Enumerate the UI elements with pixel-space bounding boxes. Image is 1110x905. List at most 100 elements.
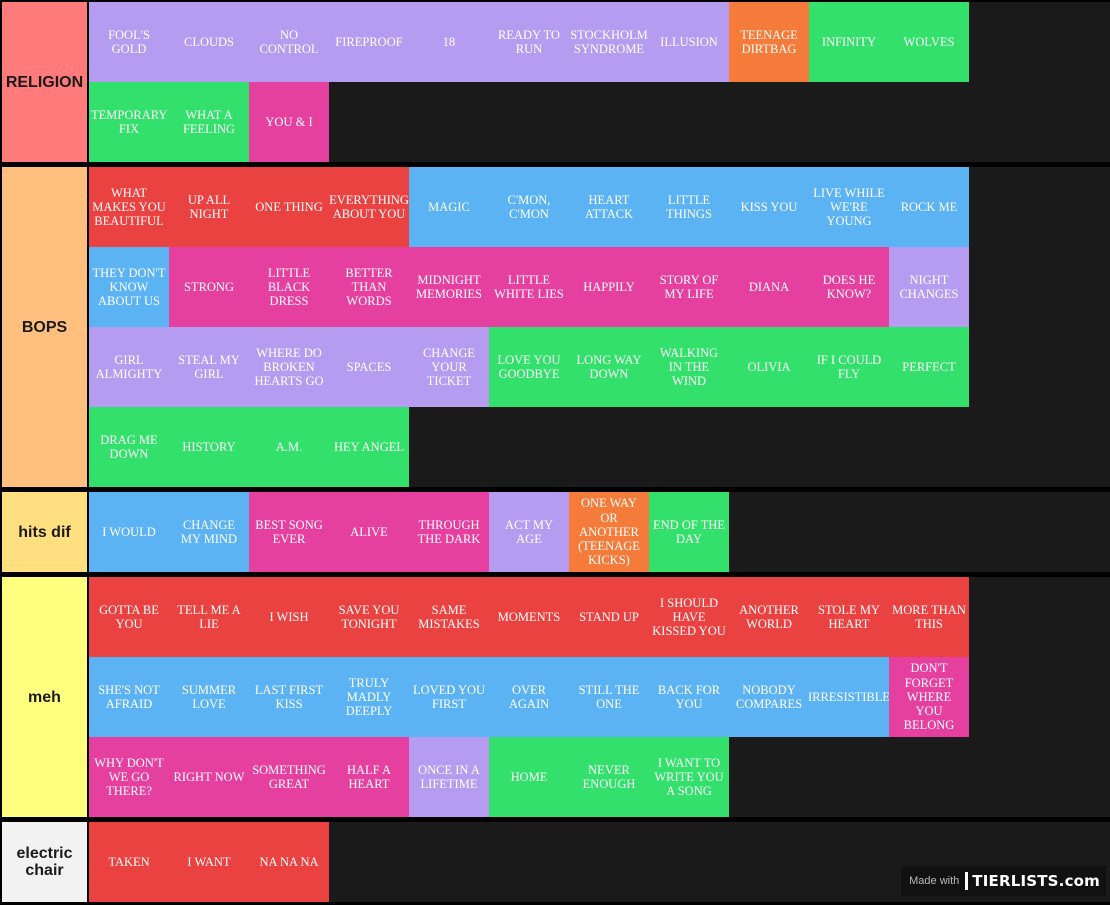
- tier-item-tile[interactable]: HEY ANGEL: [329, 407, 409, 487]
- tier-item-tile[interactable]: I WANT TO WRITE YOU A SONG: [649, 737, 729, 817]
- tier-item-tile[interactable]: DIANA: [729, 247, 809, 327]
- tier-item-tile[interactable]: NO CONTROL: [249, 2, 329, 82]
- tier-item-tile[interactable]: BEST SONG EVER: [249, 492, 329, 572]
- tier-item-tile[interactable]: HALF A HEART: [329, 737, 409, 817]
- tier-item-tile[interactable]: EVERYTHING ABOUT YOU: [329, 167, 409, 247]
- tier-item-tile[interactable]: IRRESISTIBLE: [809, 657, 889, 737]
- tier-item-tile[interactable]: SHE'S NOT AFRAID: [89, 657, 169, 737]
- tier-item-tile[interactable]: STAND UP: [569, 577, 649, 657]
- tier-items-container: I WOULD CHANGE MY MIND BEST SONG EVER ALIVE…: [89, 492, 1110, 572]
- tier-item-tile[interactable]: IF I COULD FLY: [809, 327, 889, 407]
- tier-item-tile[interactable]: MORE THAN THIS: [889, 577, 969, 657]
- tier-item-tile[interactable]: ACT MY AGE: [489, 492, 569, 572]
- tier-item-tile[interactable]: DRAG ME DOWN: [89, 407, 169, 487]
- tier-item-tile[interactable]: LONG WAY DOWN: [569, 327, 649, 407]
- tier-item-tile[interactable]: A.M.: [249, 407, 329, 487]
- tier-item-tile[interactable]: BACK FOR YOU: [649, 657, 729, 737]
- tier-item-tile[interactable]: LIVE WHILE WE'RE YOUNG: [809, 167, 889, 247]
- tier-item-tile[interactable]: I WANT: [169, 822, 249, 902]
- tier-item-tile[interactable]: GOTTA BE YOU: [89, 577, 169, 657]
- tier-item-tile[interactable]: ILLUSION: [649, 2, 729, 82]
- tier-item-tile[interactable]: I SHOULD HAVE KISSED YOU: [649, 577, 729, 657]
- tier-item-tile[interactable]: CHANGE MY MIND: [169, 492, 249, 572]
- made-with-tierlists-watermark[interactable]: Made with TIERLISTS.com: [901, 866, 1106, 896]
- tier-item-tile[interactable]: WHAT A FEELING: [169, 82, 249, 162]
- tier-label[interactable]: hits dif: [2, 492, 87, 572]
- tier-item-tile[interactable]: STRONG: [169, 247, 249, 327]
- tier-item-tile[interactable]: ONE WAY OR ANOTHER (TEENAGE KICKS): [569, 492, 649, 572]
- tier-item-tile[interactable]: OVER AGAIN: [489, 657, 569, 737]
- tier-item-tile[interactable]: FOOL'S GOLD: [89, 2, 169, 82]
- tier-item-tile[interactable]: ONE THING: [249, 167, 329, 247]
- tier-item-tile[interactable]: ONCE IN A LIFETIME: [409, 737, 489, 817]
- tier-item-tile[interactable]: HEART ATTACK: [569, 167, 649, 247]
- tier-item-tile[interactable]: LOVED YOU FIRST: [409, 657, 489, 737]
- tier-item-tile[interactable]: BETTER THAN WORDS: [329, 247, 409, 327]
- tier-item-tile[interactable]: NA NA NA: [249, 822, 329, 902]
- tier-item-tile[interactable]: STEAL MY GIRL: [169, 327, 249, 407]
- tier-item-tile[interactable]: UP ALL NIGHT: [169, 167, 249, 247]
- tier-item-tile[interactable]: READY TO RUN: [489, 2, 569, 82]
- tier-item-tile[interactable]: WOLVES: [889, 2, 969, 82]
- tier-item-tile[interactable]: LITTLE THINGS: [649, 167, 729, 247]
- tier-item-tile[interactable]: PERFECT: [889, 327, 969, 407]
- tier-item-tile[interactable]: NEVER ENOUGH: [569, 737, 649, 817]
- tier-item-tile[interactable]: SPACES: [329, 327, 409, 407]
- tier-item-tile[interactable]: HAPPILY: [569, 247, 649, 327]
- tier-item-tile[interactable]: END OF THE DAY: [649, 492, 729, 572]
- tier-item-tile[interactable]: MOMENTS: [489, 577, 569, 657]
- tier-item-tile[interactable]: TEENAGE DIRTBAG: [729, 2, 809, 82]
- tier-item-tile[interactable]: SAVE YOU TONIGHT: [329, 577, 409, 657]
- tier-item-tile[interactable]: GIRL ALMIGHTY: [89, 327, 169, 407]
- tier-item-tile[interactable]: OLIVIA: [729, 327, 809, 407]
- tier-item-tile[interactable]: SUMMER LOVE: [169, 657, 249, 737]
- tier-item-tile[interactable]: TRULY MADLY DEEPLY: [329, 657, 409, 737]
- tier-item-tile[interactable]: I WOULD: [89, 492, 169, 572]
- tier-item-tile[interactable]: 18: [409, 2, 489, 82]
- tier-label[interactable]: electric chair: [2, 822, 87, 902]
- tier-item-tile[interactable]: INFINITY: [809, 2, 889, 82]
- tier-item-tile[interactable]: WHERE DO BROKEN HEARTS GO: [249, 327, 329, 407]
- tier-item-tile[interactable]: SAME MISTAKES: [409, 577, 489, 657]
- tier-item-tile[interactable]: WHY DON'T WE GO THERE?: [89, 737, 169, 817]
- tier-item-tile[interactable]: KISS YOU: [729, 167, 809, 247]
- tier-item-tile[interactable]: ROCK ME: [889, 167, 969, 247]
- tier-item-tile[interactable]: LITTLE WHITE LIES: [489, 247, 569, 327]
- tier-item-tile[interactable]: SOMETHING GREAT: [249, 737, 329, 817]
- tier-item-tile[interactable]: CLOUDS: [169, 2, 249, 82]
- tier-item-tile[interactable]: YOU & I: [249, 82, 329, 162]
- tier-item-tile[interactable]: RIGHT NOW: [169, 737, 249, 817]
- tier-item-tile[interactable]: C'MON, C'MON: [489, 167, 569, 247]
- tier-item-tile[interactable]: ANOTHER WORLD: [729, 577, 809, 657]
- tier-item-tile[interactable]: FIREPROOF: [329, 2, 409, 82]
- tier-item-tile[interactable]: CHANGE YOUR TICKET: [409, 327, 489, 407]
- tier-item-tile[interactable]: TELL ME A LIE: [169, 577, 249, 657]
- tier-item-tile[interactable]: DOES HE KNOW?: [809, 247, 889, 327]
- tier-item-tile[interactable]: STORY OF MY LIFE: [649, 247, 729, 327]
- tier-item-tile[interactable]: LOVE YOU GOODBYE: [489, 327, 569, 407]
- tier-item-tile[interactable]: STOLE MY HEART: [809, 577, 889, 657]
- tier-item-tile[interactable]: TEMPORARY FIX: [89, 82, 169, 162]
- tier-item-tile[interactable]: NOBODY COMPARES: [729, 657, 809, 737]
- tier-item-tile[interactable]: HISTORY: [169, 407, 249, 487]
- tier-item-tile[interactable]: ALIVE: [329, 492, 409, 572]
- tier-item-tile[interactable]: DON'T FORGET WHERE YOU BELONG: [889, 657, 969, 737]
- tier-item-tile[interactable]: MIDNIGHT MEMORIES: [409, 247, 489, 327]
- tier-item-tile[interactable]: LITTLE BLACK DRESS: [249, 247, 329, 327]
- tier-item-tile[interactable]: NIGHT CHANGES: [889, 247, 969, 327]
- tier-label[interactable]: BOPS: [2, 167, 87, 487]
- tier-item-tile[interactable]: THROUGH THE DARK: [409, 492, 489, 572]
- tier-item-tile[interactable]: TAKEN: [89, 822, 169, 902]
- tier-item-tile[interactable]: I WISH: [249, 577, 329, 657]
- tier-item-tile[interactable]: MAGIC: [409, 167, 489, 247]
- tier-item-tile[interactable]: STOCKHOLM SYNDROME: [569, 2, 649, 82]
- tier-item-tile[interactable]: WALKING IN THE WIND: [649, 327, 729, 407]
- tier-item-tile[interactable]: WHAT MAKES YOU BEAUTIFUL: [89, 167, 169, 247]
- tier-item-tile[interactable]: HOME: [489, 737, 569, 817]
- tier-item-tile[interactable]: STILL THE ONE: [569, 657, 649, 737]
- tier-item-tile[interactable]: LAST FIRST KISS: [249, 657, 329, 737]
- tier-item-tile[interactable]: THEY DON'T KNOW ABOUT US: [89, 247, 169, 327]
- tier-label[interactable]: RELIGION: [2, 2, 87, 162]
- tier-label[interactable]: meh: [2, 577, 87, 817]
